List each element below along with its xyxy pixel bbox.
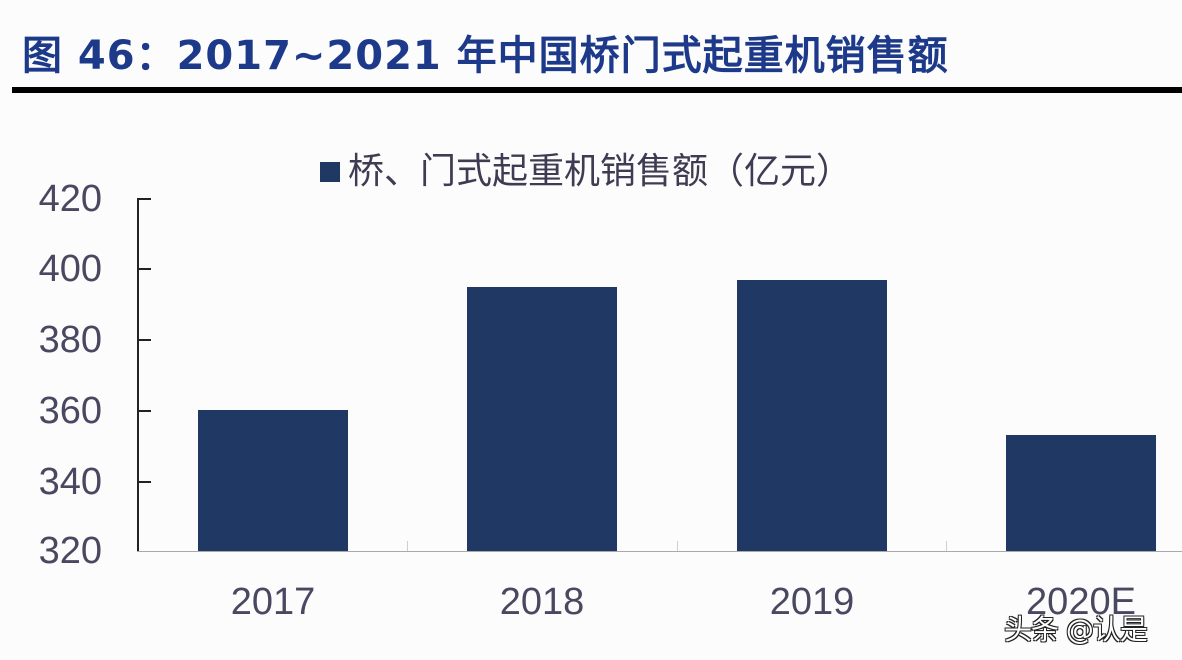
bar-2018 <box>467 287 617 551</box>
title-rule <box>12 87 1182 93</box>
y-tick <box>137 410 151 412</box>
legend-swatch <box>320 162 340 182</box>
x-tick <box>407 541 408 551</box>
figure-title: 图 46：2017~2021 年中国桥门式起重机销售额 <box>22 33 949 79</box>
watermark: 头条 @认是 <box>1004 613 1148 646</box>
ytick-label: 380 <box>38 319 102 361</box>
ytick-label: 320 <box>38 530 102 572</box>
bar-2019 <box>737 279 887 551</box>
bar-2017 <box>198 410 348 551</box>
xtick-label: 2020E <box>1026 581 1136 623</box>
ytick-label: 400 <box>38 248 102 290</box>
ytick-label: 420 <box>38 178 102 220</box>
y-axis <box>137 198 139 552</box>
xtick-label: 2017 <box>230 581 316 623</box>
ytick-label: 340 <box>38 461 102 503</box>
x-tick <box>677 541 678 551</box>
y-tick <box>137 198 151 200</box>
chart-legend: 桥、门式起重机销售额（亿元） <box>320 148 852 196</box>
ytick-label: 360 <box>38 390 102 432</box>
xtick-label: 2019 <box>769 581 855 623</box>
legend-label: 桥、门式起重机销售额（亿元） <box>348 151 853 192</box>
x-axis <box>137 551 1182 552</box>
x-tick <box>946 541 947 551</box>
y-tick <box>137 268 151 270</box>
bar-2020e <box>1006 434 1156 551</box>
y-tick <box>137 339 151 341</box>
xtick-label: 2018 <box>499 581 585 623</box>
y-tick <box>137 481 151 483</box>
